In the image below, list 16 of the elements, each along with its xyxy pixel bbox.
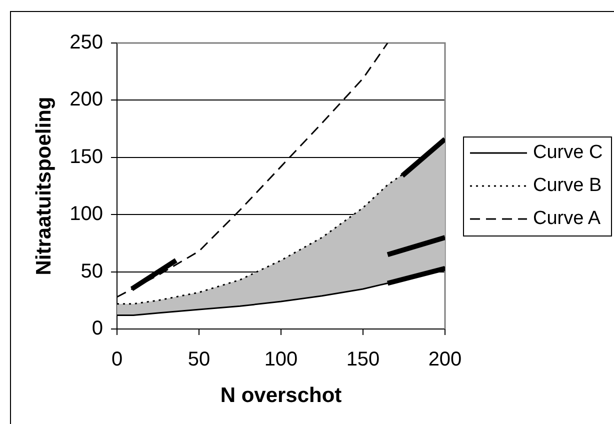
y-tick-label: 50	[80, 260, 103, 282]
x-tick-label: 200	[428, 348, 462, 371]
y-tick-label: 200	[70, 88, 103, 111]
legend-label: Curve A	[533, 208, 601, 230]
y-tick-label: 0	[92, 318, 103, 340]
x-tick-label: 0	[111, 348, 123, 371]
x-axis-title: N overschot	[220, 384, 342, 408]
legend-label: Curve C	[533, 142, 603, 164]
x-tick-label: 100	[264, 348, 298, 371]
x-tick-label: 150	[346, 348, 380, 371]
y-axis-title: Nitraatuitspoeling	[32, 96, 56, 276]
y-tick-label: 150	[70, 146, 103, 168]
y-tick-label: 250	[70, 32, 103, 54]
legend-label: Curve B	[533, 175, 602, 196]
x-tick-label: 50	[188, 348, 210, 371]
y-tick-label: 100	[70, 203, 103, 226]
